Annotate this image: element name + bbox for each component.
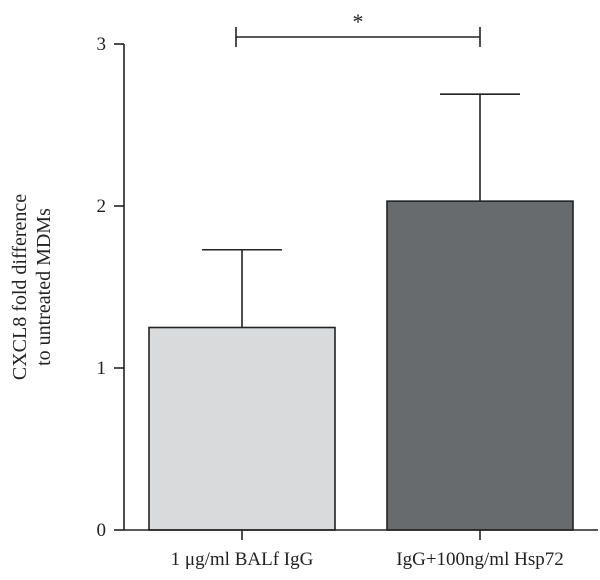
y-tick-label: 2 [97, 196, 107, 217]
y-axis-title: CXCL8 fold difference to untreated MDMs [9, 194, 55, 380]
x-tick-label: IgG+100ng/ml Hsp72 [396, 549, 563, 570]
error-bars [202, 93, 520, 328]
y-axis-ticks: 0 1 2 3 [97, 34, 124, 541]
x-tick-label: 1 μg/ml BALf IgG [171, 549, 314, 570]
x-axis-tick-labels: 1 μg/ml BALf IgG IgG+100ng/ml Hsp72 [171, 530, 564, 570]
bar-2 [386, 200, 574, 531]
y-tick-label: 0 [97, 520, 107, 541]
y-tick-label: 3 [97, 34, 107, 55]
bar-1 [148, 326, 336, 531]
significance-bracket: * [235, 9, 481, 47]
y-axis-title-line-1: CXCL8 fold difference [9, 194, 31, 380]
y-tick-label: 1 [97, 358, 107, 379]
significance-label: * [353, 9, 364, 34]
y-axis-title-line-2: to untreated MDMs [33, 208, 55, 366]
